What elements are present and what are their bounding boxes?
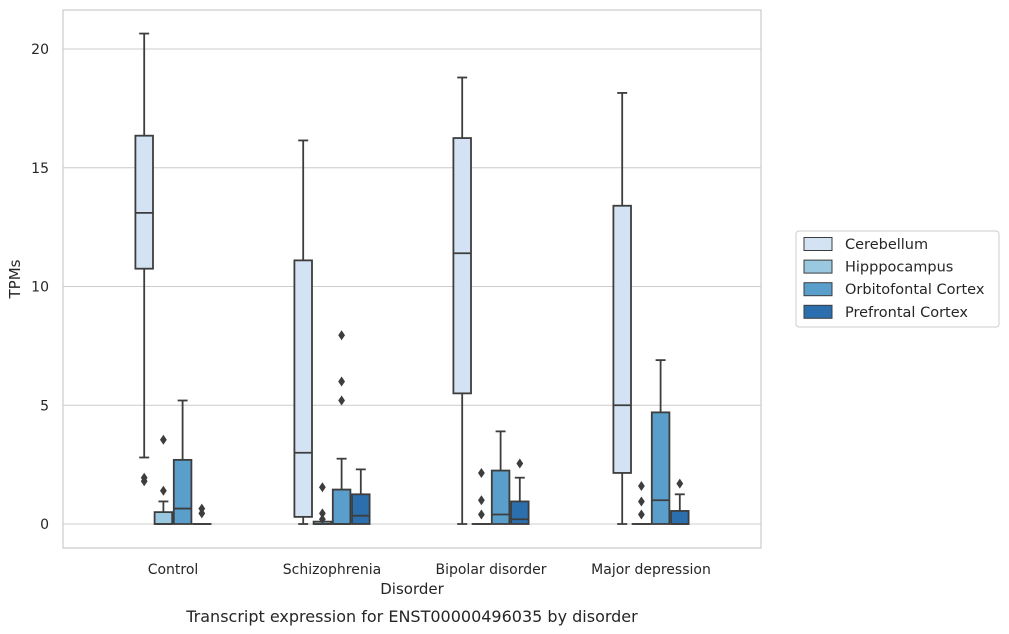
outlier-point — [319, 508, 326, 519]
box-body — [650, 411, 671, 525]
box-body — [172, 458, 193, 525]
legend-swatch — [803, 304, 833, 319]
y-tick-label: 20 — [31, 42, 49, 58]
x-tick-label: Major depression — [591, 562, 711, 578]
box — [293, 139, 313, 525]
box-body — [293, 259, 313, 518]
legend-item: Orbitofontal Cortex — [803, 282, 985, 298]
y-tick-label: 15 — [31, 161, 49, 177]
box — [452, 76, 472, 525]
outlier-point — [638, 496, 645, 507]
series-cerebellum — [134, 32, 632, 525]
legend-frame — [795, 230, 1000, 328]
box — [670, 478, 690, 525]
legend-item: Prefrontal Cortex — [803, 304, 968, 321]
legend-item: Cerebellum — [803, 237, 928, 253]
legend-swatch — [803, 259, 833, 274]
legend-swatch — [803, 237, 833, 251]
box-body — [510, 500, 530, 525]
box — [172, 399, 193, 525]
legend-swatch — [803, 282, 833, 297]
x-tick-label: Control — [148, 562, 199, 578]
box — [192, 503, 212, 525]
box-body — [452, 137, 472, 395]
outlier-point — [638, 509, 645, 520]
box-body — [331, 488, 352, 525]
series-hipppocampus — [153, 434, 652, 525]
outlier-point — [160, 485, 167, 496]
outlier-point — [478, 509, 485, 520]
legend-label: Prefrontal Cortex — [845, 305, 968, 321]
y-tick-label: 5 — [40, 398, 49, 414]
box — [153, 434, 174, 525]
legend-item: Hipppocampus — [803, 259, 953, 276]
y-tick-label: 0 — [40, 517, 49, 533]
box-body — [670, 510, 690, 525]
x-axis-label: Disorder — [380, 580, 444, 598]
outlier-point — [160, 434, 167, 445]
outlier-point — [198, 503, 206, 514]
box-body — [612, 204, 632, 474]
x-tick-label: Bipolar disorder — [435, 562, 546, 578]
box — [351, 468, 371, 525]
box — [331, 330, 352, 525]
x-axis-ticks: Control Schizophrenia Bipolar disorder Majo… — [148, 562, 711, 578]
legend-label: Cerebellum — [845, 237, 928, 253]
plot-area-frame — [62, 9, 762, 549]
box-body — [153, 511, 174, 525]
outlier-point — [676, 478, 684, 489]
box — [612, 92, 632, 525]
y-axis-ticks: 0 5 10 15 20 — [31, 42, 49, 533]
outlier-point — [338, 376, 345, 387]
box — [631, 481, 652, 525]
box — [134, 32, 154, 487]
y-tick-label: 10 — [31, 280, 49, 296]
series-orbitofontal-cortex — [172, 330, 671, 525]
outlier-point — [338, 330, 345, 341]
outlier-point — [319, 514, 326, 525]
box-body — [351, 493, 371, 525]
outlier-point — [638, 481, 645, 491]
figure-caption: Transcript expression for ENST0000049603… — [185, 607, 638, 626]
legend-label: Hipppocampus — [845, 260, 953, 276]
outlier-point — [478, 495, 485, 506]
x-tick-label: Schizophrenia — [283, 562, 381, 578]
outlier-point — [516, 458, 524, 469]
y-axis-label: TPMs — [6, 259, 24, 299]
outlier-point — [319, 482, 326, 493]
outlier-point — [478, 467, 485, 478]
box — [510, 458, 530, 525]
outlier-point — [140, 472, 148, 483]
box — [471, 467, 492, 525]
box — [650, 359, 671, 525]
box-series — [134, 32, 690, 525]
series-prefrontal-cortex — [192, 458, 690, 525]
box — [490, 430, 511, 525]
box — [312, 482, 333, 525]
outlier-point — [338, 395, 345, 406]
box-body — [490, 469, 511, 525]
legend-label: Orbitofontal Cortex — [845, 282, 985, 298]
box-body — [134, 134, 154, 270]
legend: Cerebellum Hipppocampus Orbitofontal Corte… — [795, 230, 1000, 328]
